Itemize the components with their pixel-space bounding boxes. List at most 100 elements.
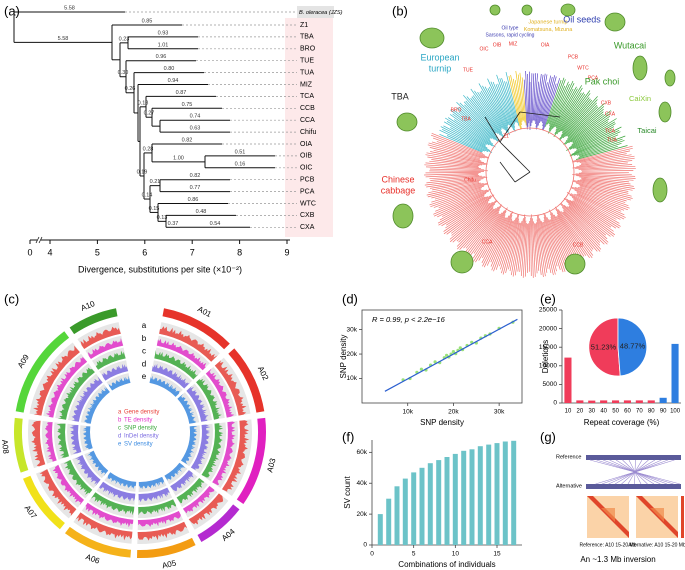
- tree-tip: [576, 175, 634, 181]
- tree-tip: [572, 147, 633, 163]
- tree-tip: [439, 129, 486, 152]
- tree-tip: [450, 127, 488, 149]
- tree-tip: [543, 213, 564, 273]
- bar: [461, 450, 467, 545]
- x-tick-label: 80: [648, 409, 655, 415]
- tree-tip: [431, 159, 480, 166]
- tree-tip: [555, 85, 583, 129]
- branch-length: 5.58: [64, 5, 75, 11]
- track-signal: [82, 426, 93, 450]
- tree-tip: [567, 106, 599, 137]
- tree-tip: [559, 96, 598, 140]
- track-signal: [137, 511, 181, 527]
- track-signal: [138, 476, 165, 490]
- panel-label: (b): [392, 3, 408, 18]
- tree-tip: [567, 106, 605, 139]
- tree-tip: [446, 194, 495, 226]
- branch-length: 0.37: [168, 221, 179, 227]
- tree-tip: [566, 198, 616, 236]
- x-tick-label: 10: [565, 409, 572, 415]
- leaf-label: OIB: [300, 153, 312, 160]
- legend-label: InDel density: [124, 434, 159, 440]
- plant-icon: [392, 203, 414, 229]
- tree-tip: [514, 80, 523, 123]
- track-signal: [71, 376, 103, 422]
- chromosome: [23, 475, 65, 530]
- tree-tip: [495, 220, 514, 270]
- contact-map-block: [601, 508, 615, 522]
- tree-tip: [496, 74, 516, 128]
- track-signal: [74, 455, 101, 487]
- plant-icon: [560, 3, 576, 17]
- tree-tip: [533, 221, 538, 274]
- tree-tip: [475, 211, 507, 263]
- contact-map-block: [650, 508, 664, 522]
- tree-tip: [424, 164, 481, 169]
- alt-track: [586, 484, 681, 489]
- leaf-label: BRO: [300, 46, 316, 53]
- panel-label: (a): [4, 3, 20, 18]
- x-tick-label: 0: [370, 551, 374, 558]
- tree-tip: [533, 73, 538, 121]
- bar: [635, 400, 643, 403]
- accession-label: CXA: [605, 111, 616, 117]
- tree-tip: [448, 117, 490, 146]
- plot-frame: [361, 309, 523, 404]
- point: [419, 367, 423, 371]
- tree-tip: [453, 109, 491, 140]
- tree-tip: [436, 141, 489, 159]
- tree-tip: [517, 214, 526, 272]
- x-tick-label: 0: [27, 247, 32, 257]
- track-signal: [149, 375, 180, 397]
- tree-tip: [472, 210, 505, 259]
- track-signal: [222, 420, 250, 492]
- chromosome: [15, 331, 70, 413]
- branch-length: 0.30: [118, 70, 129, 76]
- tree-tip: [569, 118, 617, 149]
- tree-tip: [441, 194, 485, 217]
- tree-tip: [560, 203, 601, 243]
- tree-tip: [463, 101, 496, 136]
- panel-label: (e): [540, 291, 556, 306]
- clade-label: Japanese turnip: [528, 19, 567, 25]
- clade-label: TBA: [391, 91, 409, 101]
- tree-tip: [457, 208, 496, 250]
- track-letter: c: [142, 347, 146, 356]
- leaf-label: PCB: [300, 177, 315, 184]
- x-tick-label: 20k: [448, 409, 459, 416]
- tree-core: [484, 116, 501, 143]
- branch-length: 0.85: [142, 18, 153, 24]
- tree-tip: [560, 210, 593, 252]
- branch-length: 0.28: [143, 146, 154, 152]
- tree-tip: [445, 197, 492, 229]
- tree-tip: [551, 212, 579, 262]
- plant-icon: [564, 253, 586, 275]
- tree-tip: [537, 74, 548, 126]
- branch-length: 0.48: [196, 209, 207, 215]
- legend-letter: a: [118, 410, 122, 416]
- branch-length: 0.93: [158, 30, 169, 36]
- y-tick-label: 5000: [543, 381, 558, 388]
- chromosome-label: A09: [16, 352, 31, 369]
- plant-icon: [664, 69, 676, 87]
- track-letter: d: [142, 360, 146, 369]
- plant-icon: [419, 27, 445, 49]
- track-signal: [95, 350, 126, 370]
- tree-tip: [575, 173, 636, 177]
- tree-tip: [443, 121, 486, 147]
- tree-tip: [510, 222, 522, 276]
- tree-tip: [549, 219, 570, 267]
- colorbar: [681, 496, 684, 538]
- track-signal: [98, 481, 136, 502]
- tree-tip: [446, 135, 483, 152]
- chromosome-label: A07: [23, 504, 39, 521]
- tree-tip: [445, 117, 487, 145]
- axis-break: [37, 236, 41, 244]
- y-tick-label: 25000: [539, 307, 557, 314]
- tree-tip: [561, 99, 593, 136]
- tree-tip: [512, 221, 523, 277]
- track-signal: [159, 326, 218, 362]
- tree-tip: [530, 73, 533, 127]
- tree-tip: [481, 217, 507, 264]
- tree-tip: [576, 129, 620, 151]
